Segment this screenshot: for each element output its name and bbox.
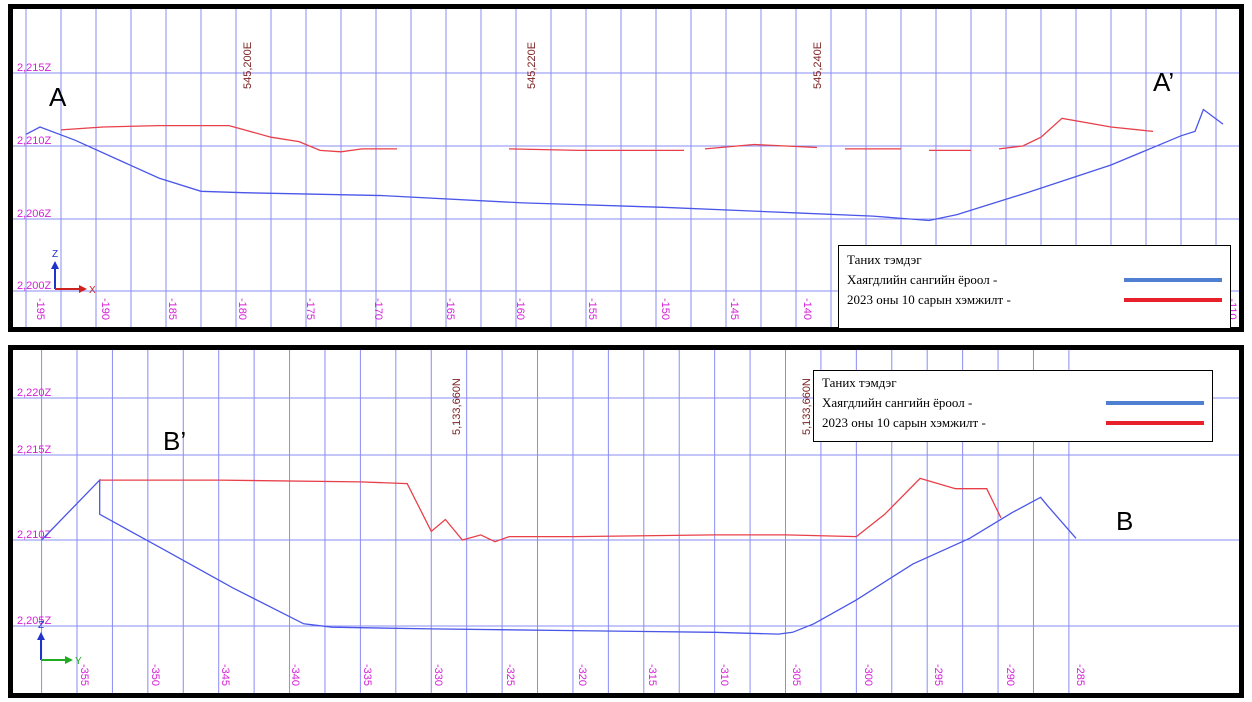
- section-b-panel: 2,220Z 2,215Z 2,210Z 2,205Z -355 -350 -345 -340…: [8, 345, 1244, 698]
- section-b-legend: Таних тэмдэг Хаягдлийн сангийн ёроол - 2…: [813, 370, 1213, 442]
- x-tick-label: -320: [576, 664, 588, 686]
- x-tick-label: -355: [78, 664, 90, 686]
- x-tick-label: -300: [862, 664, 874, 686]
- x-tick-label: -175: [304, 298, 316, 320]
- legend-swatch-blue: [1106, 401, 1204, 405]
- x-tick-label: -150: [659, 298, 671, 320]
- x-tick-label: -165: [444, 298, 456, 320]
- survey-line: [508, 148, 684, 152]
- section-end-label: B: [1116, 506, 1133, 536]
- x-tick-label: -330: [432, 664, 444, 686]
- x-tick-label: -335: [361, 664, 373, 686]
- x-tick-label: -145: [728, 298, 740, 320]
- survey-line: [60, 124, 397, 153]
- triad-up-label: Z: [38, 620, 44, 631]
- x-tick-label: -180: [236, 298, 248, 320]
- y-tick-label: 2,215Z: [17, 62, 52, 74]
- x-tick-label: -295: [932, 664, 944, 686]
- coordinate-label: 545,220E: [526, 42, 538, 89]
- coordinate-label: 5,133,660N: [801, 378, 813, 435]
- x-tick-label: -185: [166, 298, 178, 320]
- survey-line: [704, 143, 818, 150]
- x-tick-label: -325: [504, 664, 516, 686]
- survey-line: [998, 117, 1154, 150]
- legend-swatch-blue: [1124, 278, 1222, 282]
- survey-line: [99, 477, 1002, 543]
- x-tick-label: -310: [718, 664, 730, 686]
- y-tick-label: 2,205Z: [17, 615, 52, 627]
- x-tick-label: -315: [646, 664, 658, 686]
- triad-up-arrow: [51, 261, 59, 269]
- section-start-label: A: [49, 82, 67, 112]
- bottom-line: [25, 108, 1224, 222]
- triad-up-label: Z: [52, 249, 58, 260]
- legend-title: Таних тэмдэг: [847, 252, 922, 267]
- x-tick-label: -190: [99, 298, 111, 320]
- x-tick-label: -340: [289, 664, 301, 686]
- x-tick-label: -285: [1074, 664, 1086, 686]
- triad-up-arrow: [37, 632, 45, 640]
- y-tick-label: 2,220Z: [17, 387, 52, 399]
- legend-entry-bottom: Хаягдлийн сангийн ёроол -: [822, 395, 973, 410]
- legend-entry-bottom: Хаягдлийн сангийн ёроол -: [847, 272, 998, 287]
- y-tick-label: 2,215Z: [17, 444, 52, 456]
- legend-swatch-red: [1124, 298, 1222, 302]
- x-tick-label: -170: [372, 298, 384, 320]
- triad-right-arrow: [65, 656, 73, 664]
- x-tick-label: -290: [1004, 664, 1016, 686]
- y-tick-label: 2,206Z: [17, 208, 52, 220]
- x-tick-label: -155: [586, 298, 598, 320]
- section-a-panel: 2,215Z 2,210Z 2,206Z 2,200Z -195 -190 -185 -180…: [8, 4, 1244, 332]
- triad-right-label: X: [89, 285, 96, 296]
- section-a-legend: Таних тэмдэг Хаягдлийн сангийн ёроол - 2…: [838, 245, 1231, 329]
- triad-right-arrow: [79, 285, 87, 293]
- y-tick-label: 2,200Z: [17, 280, 52, 292]
- coordinate-label: 5,133,660N: [451, 378, 463, 435]
- coordinate-label: 545,240E: [812, 42, 824, 89]
- x-tick-label: -350: [149, 664, 161, 686]
- triad-right-label: Y: [75, 656, 82, 667]
- legend-entry-survey: 2023 оны 10 сарын хэмжилт -: [822, 415, 986, 430]
- x-tick-label: -140: [801, 298, 813, 320]
- legend-swatch-red: [1106, 421, 1204, 425]
- bottom-line: [41, 478, 1077, 635]
- legend-title: Таних тэмдэг: [822, 375, 897, 390]
- legend-entry-survey: 2023 оны 10 сарын хэмжилт -: [847, 292, 1011, 307]
- x-tick-label: -345: [219, 664, 231, 686]
- y-tick-label: 2,210Z: [17, 135, 52, 147]
- section-start-label: B’: [163, 426, 186, 456]
- x-tick-label: -160: [514, 298, 526, 320]
- x-tick-label: -195: [34, 298, 46, 320]
- section-end-label: A’: [1153, 67, 1174, 97]
- x-tick-label: -305: [790, 664, 802, 686]
- coordinate-label: 545,200E: [242, 42, 254, 89]
